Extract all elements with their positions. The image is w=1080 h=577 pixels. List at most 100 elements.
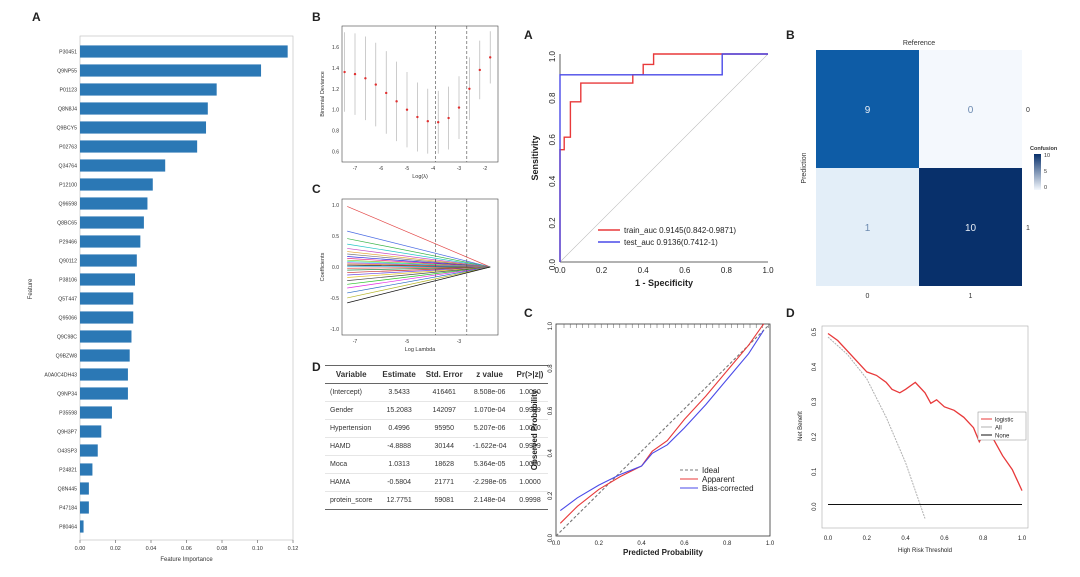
table-cell: HAMD	[325, 437, 378, 456]
table-cell: 142097	[420, 401, 468, 420]
cell-value: 0	[968, 105, 974, 116]
heatmap-cell	[919, 50, 1022, 168]
legend-label: Apparent	[702, 475, 735, 484]
table-body: (Intercept) 3.5433 416461 8.508e-06 1.0000 Ge…	[325, 383, 549, 510]
x-tick-label: -5	[405, 166, 410, 172]
x-axis-label: Log Lambda	[405, 347, 437, 353]
table-cell: 21771	[420, 473, 468, 492]
plot-frame	[341, 198, 499, 336]
x-axis-label: 1 - Specificity	[635, 278, 693, 288]
category-tick-label: Q5T447	[58, 296, 77, 302]
y-axis-label: Feature	[28, 278, 34, 299]
y-axis-label: Coefficients	[320, 252, 326, 281]
calibration-curve	[559, 323, 765, 524]
y-tick-label: 0.6	[332, 150, 339, 156]
category-tick-label: Q9BZW8	[56, 353, 77, 359]
panel-label-dca: D	[786, 306, 795, 320]
net-benefit-curve	[827, 336, 926, 519]
coefficient-path	[347, 266, 491, 285]
roc-curve	[559, 53, 768, 262]
table-cell: -0.5804	[377, 473, 421, 492]
bar	[80, 463, 93, 476]
category-tick-label: P24821	[59, 467, 77, 473]
x-axis-label: High Risk Threshold	[898, 548, 952, 554]
table-cell: Gender	[325, 401, 378, 420]
x-axis-label: Feature Importance	[160, 557, 213, 563]
coefficient-path	[347, 266, 491, 304]
y-tick-label: 0.6	[548, 134, 557, 146]
table-row: protein_score 12.7751 59081 2.148e-04 0.9998	[325, 491, 549, 510]
data-point	[395, 100, 398, 103]
table-column-header: Variable	[325, 365, 378, 384]
y-tick-label: 1.0	[548, 50, 557, 62]
data-point	[457, 106, 461, 109]
table-column-header: Pr(>|z|)	[511, 365, 549, 384]
category-tick-label: P47184	[59, 505, 77, 511]
category-tick-label: Q8N445	[58, 486, 77, 492]
table-cell: 1.0000	[511, 455, 549, 474]
y-tick-label: 1.6	[332, 45, 339, 51]
calibration-curve	[555, 323, 771, 537]
table-cell: 59081	[420, 491, 468, 510]
legend-label: test_auc 0.9136(0.7412-1)	[624, 238, 718, 247]
coefficient-path	[347, 253, 491, 268]
bar	[80, 273, 136, 286]
x-tick-label: 0.8	[721, 266, 733, 275]
panel-label-roc: A	[524, 28, 533, 42]
y-tick-label: 0.2	[548, 217, 557, 229]
y-tick-label: 0.4	[548, 449, 554, 458]
data-point	[416, 115, 419, 119]
legend-title: Confusion	[1030, 146, 1058, 152]
table-cell: 1.0000	[511, 383, 549, 402]
bar	[80, 444, 98, 457]
table-header-row: Variable Estimate Std. Error z value Pr(>|z|…	[325, 365, 549, 384]
data-point	[437, 121, 440, 124]
x-tick-label: -6	[379, 166, 384, 172]
y-tick-label: -1.0	[330, 327, 339, 333]
panel-label-lasso-coef: C	[312, 182, 321, 196]
coefficient-path	[347, 266, 491, 278]
feature-importance-chart: P30451 Q9NP55 P01123 Q8N8J4 Q9BCY5 P02763 Q347…	[28, 35, 298, 563]
data-point	[468, 87, 471, 90]
y-tick-label: 0.4	[812, 362, 818, 371]
y-tick-label: 0.8	[548, 92, 557, 104]
coefficient-path	[347, 206, 491, 268]
table-row: Hypertension 0.4996 95950 5.207e-06 1.0000	[325, 419, 549, 438]
x-tick-label: 0.02	[110, 546, 121, 552]
legend-label: None	[995, 434, 1010, 440]
coefficient-path	[347, 238, 491, 268]
bar	[80, 425, 102, 438]
data-point	[489, 56, 492, 59]
x-tick-label: 0.4	[638, 266, 650, 275]
x-tick-label: 0.04	[146, 546, 157, 552]
category-tick-label: P12100	[59, 182, 77, 188]
bar	[80, 102, 208, 115]
x-tick-label: 0.2	[863, 536, 872, 542]
panel-label-calibration: C	[524, 306, 533, 320]
bar	[80, 501, 89, 514]
x-tick-label: -3	[457, 166, 462, 172]
table-cell: Moca	[325, 455, 378, 474]
data-point	[478, 68, 481, 72]
panel-label-table: D	[312, 360, 321, 374]
category-tick-label: Q8BC65	[57, 220, 77, 226]
coefficient-path	[347, 266, 491, 273]
reference-diagonal	[559, 53, 769, 263]
table-cell: -1.622e-04	[467, 437, 512, 456]
col-label: 1	[969, 293, 973, 298]
bar	[80, 254, 137, 267]
x-tick-label: 0.8	[723, 541, 732, 547]
legend-label: Bias-corrected	[702, 484, 754, 493]
y-axis-label: Observed Probability	[530, 389, 539, 470]
table-column-header: Estimate	[377, 365, 421, 384]
col-label: 0	[866, 293, 870, 298]
y-tick-label: 0.0	[548, 258, 557, 270]
legend-label: logistic	[995, 418, 1013, 424]
bar	[80, 520, 84, 533]
category-tick-label: P29466	[59, 239, 77, 245]
table-row: HAMA -0.5804 21771 -2.298e-05 1.0000	[325, 473, 549, 492]
bar	[80, 235, 141, 248]
category-tick-label: A0A0C4DH43	[44, 372, 77, 378]
table-cell: 15.2083	[377, 401, 421, 420]
bar	[80, 482, 89, 495]
